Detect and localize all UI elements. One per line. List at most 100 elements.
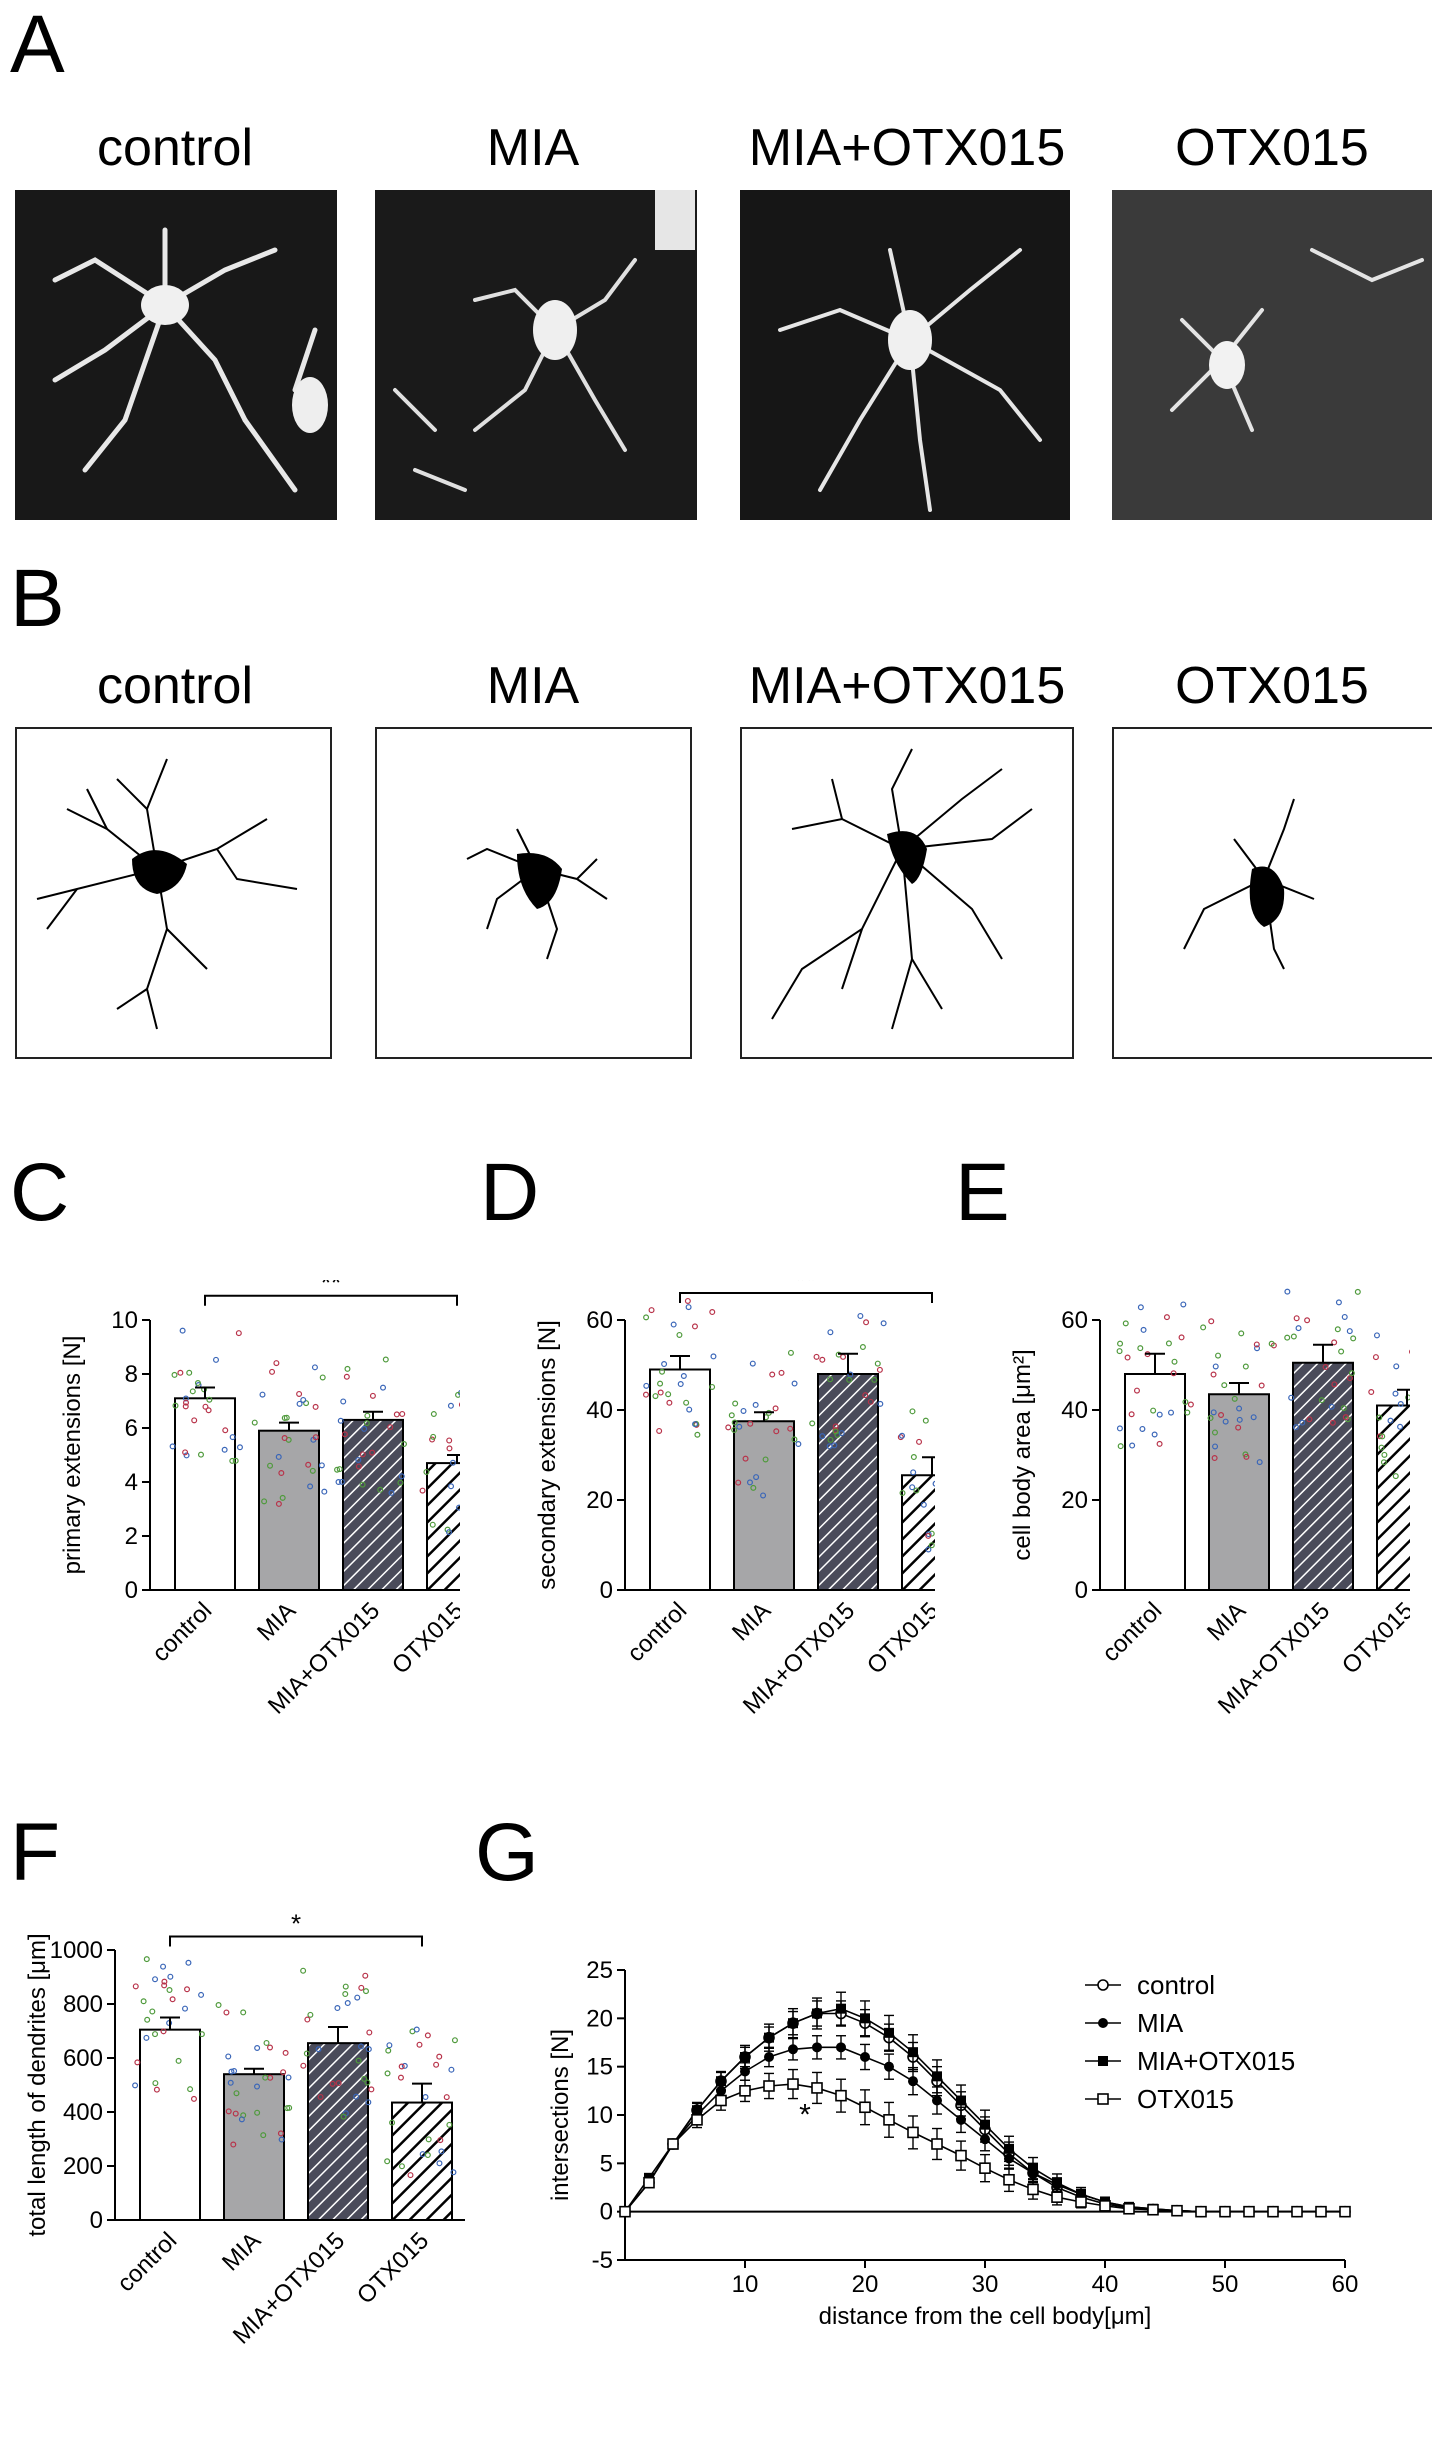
data-point	[438, 2148, 445, 2155]
legend-marker	[1097, 1979, 1109, 1991]
data-point	[238, 2116, 245, 2123]
data-point	[812, 2042, 822, 2053]
data-point	[739, 2085, 751, 2097]
data-point	[1235, 1424, 1242, 1431]
legend-marker	[1097, 2093, 1109, 2105]
data-point	[1346, 1375, 1353, 1382]
data-point	[437, 2137, 444, 2144]
data-point	[791, 1436, 798, 1443]
data-point	[267, 1462, 274, 1469]
data-point	[1207, 1415, 1214, 1422]
panel-label-b: B	[10, 553, 65, 644]
data-point	[263, 2039, 270, 2046]
data-point	[446, 1437, 453, 1444]
data-point	[153, 2086, 160, 2093]
data-point	[742, 1455, 749, 1462]
data-point	[152, 2031, 159, 2038]
data-point	[1293, 1315, 1300, 1322]
bar-mia-otx015	[1292, 1361, 1354, 1591]
data-point	[269, 1368, 276, 1375]
legend-marker	[1098, 2056, 1108, 2066]
data-point	[240, 2009, 247, 2016]
data-point	[1124, 1354, 1131, 1361]
data-point	[1322, 1363, 1329, 1370]
data-point	[659, 1368, 666, 1375]
data-point	[429, 1436, 436, 1443]
microglia-photo-mia-otx015	[740, 190, 1070, 520]
data-point	[1335, 1299, 1342, 1306]
data-point	[366, 2029, 373, 2036]
data-point	[670, 1321, 677, 1328]
y-tick-label: 0	[90, 2207, 103, 2234]
data-point	[387, 1424, 394, 1431]
data-point	[223, 2009, 230, 2016]
data-point	[827, 1436, 834, 1443]
data-point	[422, 2094, 429, 2101]
data-point	[334, 2005, 341, 2012]
data-point	[910, 1454, 917, 1461]
data-point	[1028, 2163, 1038, 2174]
data-point	[336, 1466, 343, 1473]
data-point	[874, 1360, 881, 1367]
data-point	[307, 2011, 314, 2018]
data-point	[305, 1461, 312, 1468]
data-point	[206, 1396, 213, 1403]
bar-mia	[258, 1429, 320, 1591]
data-point	[732, 1400, 739, 1407]
data-point	[1346, 1328, 1353, 1335]
data-point	[401, 2062, 408, 2069]
data-point	[143, 1956, 150, 1963]
y-tick-label: 60	[1061, 1307, 1088, 1334]
data-point	[909, 1408, 916, 1415]
data-point	[791, 1380, 798, 1387]
data-point	[344, 2000, 351, 2007]
data-point	[277, 2130, 284, 2137]
y-tick-label: 20	[586, 2005, 613, 2032]
data-point	[318, 1462, 325, 1469]
y-axis-label: primary extensions [N]	[59, 1336, 86, 1575]
data-point	[1117, 1443, 1124, 1450]
data-point	[1180, 1301, 1187, 1308]
data-point	[925, 1532, 932, 1539]
data-point	[931, 2138, 943, 2150]
data-point	[1195, 2205, 1207, 2218]
data-point	[1210, 1409, 1217, 1416]
data-point	[788, 2018, 798, 2029]
bar-control	[1124, 1373, 1186, 1591]
panel-label-g: G	[475, 1807, 539, 1898]
data-point	[144, 2016, 151, 2023]
data-point	[334, 1466, 341, 1473]
data-point	[355, 2057, 362, 2064]
data-point	[665, 1391, 672, 1398]
data-point	[233, 2090, 240, 2097]
data-point	[1354, 1288, 1361, 1295]
x-tick-label: 50	[1212, 2271, 1239, 2298]
data-point	[899, 1490, 906, 1497]
data-point	[359, 1481, 366, 1488]
data-point	[1170, 1370, 1177, 1377]
data-point	[1129, 1442, 1136, 1449]
data-point	[731, 1419, 738, 1426]
data-point	[725, 1424, 732, 1431]
data-point	[140, 1998, 147, 2005]
data-point	[1231, 1395, 1238, 1402]
x-tick-label: MIA	[252, 1597, 301, 1646]
data-point	[666, 1399, 673, 1406]
data-point	[788, 2044, 798, 2055]
data-point	[769, 1371, 776, 1378]
data-point	[446, 1445, 453, 1452]
data-point	[166, 1987, 173, 1994]
data-point	[187, 2086, 194, 2093]
data-point	[450, 2169, 457, 2176]
data-point	[1338, 1348, 1345, 1355]
data-point	[1290, 1333, 1297, 1340]
data-point	[185, 1959, 192, 1966]
y-tick-label: 2	[125, 1523, 138, 1550]
data-point	[1151, 1431, 1158, 1438]
bar-control	[649, 1368, 711, 1591]
data-point	[920, 1501, 927, 1508]
data-point	[377, 1486, 384, 1493]
data-point	[1350, 1335, 1357, 1342]
bar-mia	[1208, 1393, 1270, 1591]
data-point	[398, 2163, 405, 2170]
